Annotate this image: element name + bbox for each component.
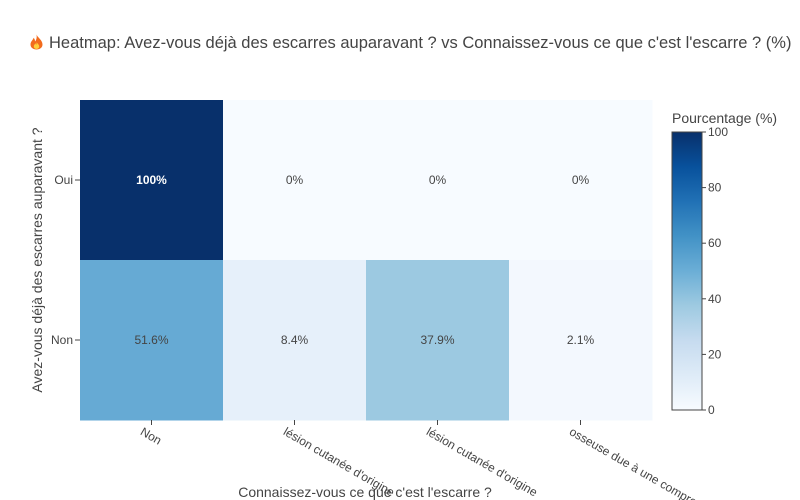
colorbar-tick-label: 20	[708, 347, 722, 361]
cell-value-label: 0%	[429, 173, 447, 187]
heatmap-cell	[509, 260, 653, 421]
x-tick-label: osseuse due à une compression	[567, 424, 724, 500]
cell-value-label: 2.1%	[567, 333, 595, 347]
colorbar-tick-label: 0	[708, 403, 715, 417]
fire-icon	[30, 34, 43, 50]
colorbar-tick-label: 40	[708, 292, 722, 306]
heatmap-cell	[223, 260, 367, 421]
cell-value-label: 37.9%	[420, 333, 454, 347]
y-tick-label: Non	[51, 333, 73, 347]
cell-value-label: 0%	[286, 173, 304, 187]
heatmap-cell	[366, 100, 510, 261]
x-tick-label: Non	[138, 424, 164, 447]
heatmap-cell	[509, 100, 653, 261]
heatmap-cell	[80, 260, 224, 421]
heatmap-cell-labels: 100% 0% 0% 0% 51.6% 8.4% 37.9% 2.1%	[134, 173, 594, 347]
y-axis-title: Avez-vous déjà des escarres auparavant ?	[29, 127, 45, 392]
chart-title-text: Heatmap: Avez-vous déjà des escarres aup…	[49, 34, 792, 52]
heatmap-cell	[223, 100, 367, 261]
cell-value-label: 8.4%	[281, 333, 309, 347]
colorbar-tick-label: 80	[708, 181, 722, 195]
colorbar: Pourcentage (%) 0 20 40 60 80 100	[671, 110, 777, 417]
x-axis-title: Connaissez-vous ce que c'est l'escarre ?	[238, 484, 492, 500]
heatmap-cell	[366, 260, 510, 421]
colorbar-ticks: 0 20 40 60 80 100	[702, 125, 728, 417]
colorbar-gradient	[671, 131, 703, 411]
y-tick-label: Oui	[54, 173, 73, 187]
colorbar-title: Pourcentage (%)	[672, 110, 777, 126]
heatmap-cell	[80, 100, 224, 261]
cell-value-label: 0%	[572, 173, 590, 187]
y-axis-ticks: Oui Non	[51, 173, 80, 347]
colorbar-tick-label: 60	[708, 236, 722, 250]
chart-title: Heatmap: Avez-vous déjà des escarres aup…	[30, 34, 791, 53]
heatmap-cells	[80, 100, 653, 421]
colorbar-tick-label: 100	[708, 125, 728, 139]
cell-value-label: 51.6%	[134, 333, 168, 347]
cell-value-label: 100%	[136, 173, 167, 187]
